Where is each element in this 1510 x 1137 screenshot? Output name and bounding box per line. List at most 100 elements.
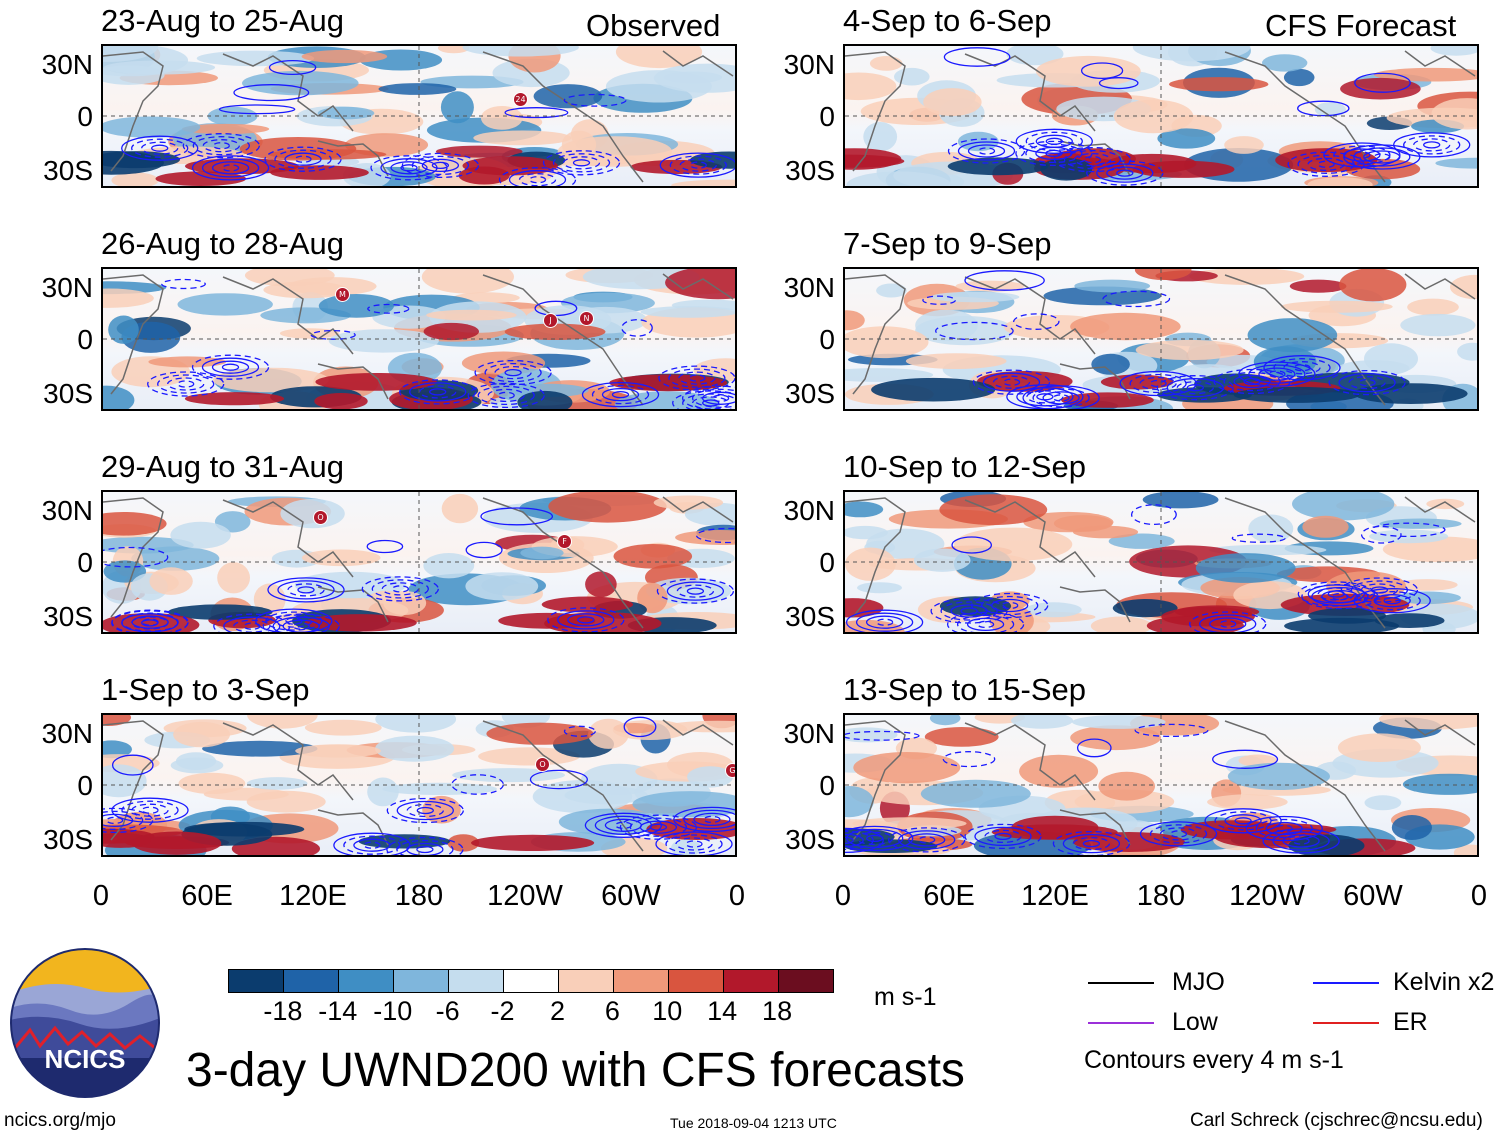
colorbar-swatch bbox=[394, 970, 449, 992]
legend-line-kelvin bbox=[1313, 982, 1379, 984]
latitude-label: 0 bbox=[819, 324, 835, 355]
forecast-panel-title: 13-Sep to 15-Sep bbox=[843, 672, 1087, 707]
latitude-label: 0 bbox=[77, 324, 93, 355]
latitude-label: 30N bbox=[783, 495, 835, 526]
colorbar-swatch bbox=[284, 970, 339, 992]
legend-line-mjo bbox=[1088, 982, 1154, 984]
storm-marker: O bbox=[313, 510, 328, 525]
colorbar-tick: 14 bbox=[707, 996, 738, 1026]
longitude-label: 180 bbox=[394, 880, 444, 912]
longitude-label: 60W bbox=[601, 880, 661, 912]
kelvin-contours bbox=[922, 270, 1406, 409]
latitude-label: 0 bbox=[819, 770, 835, 801]
colorbar-units: m s-1 bbox=[874, 983, 937, 1011]
colorbar-swatch bbox=[339, 970, 394, 992]
longitude-label: 60E bbox=[181, 880, 233, 912]
kelvin-contours bbox=[103, 716, 735, 855]
colorbar-swatch bbox=[449, 970, 504, 992]
latitude-label: 30N bbox=[41, 495, 93, 526]
observed-map-panel: J M N bbox=[101, 267, 737, 411]
observed-label: Observed bbox=[586, 8, 721, 43]
storm-marker: G bbox=[725, 763, 735, 778]
footer-timestamp: Tue 2018-09-04 1213 UTC bbox=[670, 1115, 837, 1131]
latitude-label: 0 bbox=[819, 101, 835, 132]
longitude-label: 120W bbox=[1229, 880, 1305, 912]
latitude-label: 30S bbox=[43, 155, 93, 186]
legend-line-er bbox=[1313, 1022, 1379, 1024]
colorbar-swatch bbox=[504, 970, 559, 992]
legend-label-kelvin: Kelvin x2 bbox=[1393, 968, 1495, 996]
coastlines bbox=[103, 273, 734, 406]
colorbar-tick: 10 bbox=[652, 996, 683, 1026]
storm-marker: 24 bbox=[513, 92, 528, 107]
longitude-label: 0 bbox=[92, 880, 110, 912]
wind-anomaly-shading bbox=[845, 492, 1477, 632]
colorbar-tick: -14 bbox=[318, 996, 358, 1026]
colorbar-swatch bbox=[779, 970, 833, 992]
colorbar-swatch bbox=[669, 970, 724, 992]
legend-label-mjo: MJO bbox=[1172, 968, 1225, 996]
colorbar-swatch bbox=[724, 970, 779, 992]
footer-url: ncics.org/mjo bbox=[4, 1110, 116, 1131]
storm-marker: F bbox=[557, 534, 572, 549]
latitude-label: 30S bbox=[43, 824, 93, 855]
legend-line-low bbox=[1088, 1022, 1154, 1024]
observed-map-panel: 24 bbox=[101, 44, 737, 188]
latitude-label: 30N bbox=[783, 49, 835, 80]
forecast-label: CFS Forecast bbox=[1265, 8, 1457, 43]
colorbar-swatch bbox=[229, 970, 284, 992]
storm-marker: O bbox=[535, 757, 550, 772]
legend-label-er: ER bbox=[1393, 1008, 1428, 1036]
kelvin-contours bbox=[147, 278, 735, 409]
storm-marker: N bbox=[579, 311, 594, 326]
latitude-label: 0 bbox=[77, 101, 93, 132]
storm-marker: M bbox=[335, 287, 350, 302]
longitude-label: 0 bbox=[834, 880, 852, 912]
contour-note: Contours every 4 m s-1 bbox=[1084, 1046, 1344, 1074]
colorbar-swatch bbox=[614, 970, 669, 992]
colorbar-tick: -10 bbox=[373, 996, 413, 1026]
longitude-label: 0 bbox=[728, 880, 746, 912]
longitude-label: 0 bbox=[1470, 880, 1488, 912]
colorbar-tick: 2 bbox=[549, 996, 565, 1026]
longitude-label: 60E bbox=[923, 880, 975, 912]
kelvin-contours bbox=[943, 47, 1471, 186]
colorbar-tick: -6 bbox=[435, 996, 460, 1026]
colorbar-tick: -2 bbox=[490, 996, 515, 1026]
figure-title: 3-day UWND200 with CFS forecasts bbox=[186, 1044, 965, 1097]
latitude-label: 30S bbox=[785, 601, 835, 632]
legend-label-low: Low bbox=[1172, 1008, 1218, 1036]
latitude-label: 30N bbox=[41, 49, 93, 80]
footer-author: Carl Schreck (cjschrec@ncsu.edu) bbox=[1190, 1110, 1483, 1131]
longitude-label: 180 bbox=[1136, 880, 1186, 912]
logo-text: NCICS bbox=[45, 1044, 126, 1074]
latitude-label: 30S bbox=[785, 155, 835, 186]
latitude-label: 30N bbox=[41, 718, 93, 749]
forecast-map-panel bbox=[843, 490, 1479, 634]
coastlines bbox=[103, 50, 734, 183]
forecast-map-panel bbox=[843, 267, 1479, 411]
forecast-panel-title: 10-Sep to 12-Sep bbox=[843, 449, 1087, 484]
longitude-label: 120E bbox=[279, 880, 347, 912]
colorbar-tick: 18 bbox=[762, 996, 793, 1026]
latitude-label: 0 bbox=[819, 547, 835, 578]
latitude-label: 30N bbox=[783, 272, 835, 303]
coastlines bbox=[845, 50, 1476, 183]
longitude-label: 60W bbox=[1343, 880, 1403, 912]
coastlines bbox=[845, 273, 1476, 406]
observed-panel-title: 29-Aug to 31-Aug bbox=[101, 449, 345, 484]
forecast-panel-title: 4-Sep to 6-Sep bbox=[843, 3, 1052, 38]
latitude-label: 30S bbox=[785, 378, 835, 409]
latitude-label: 30S bbox=[43, 601, 93, 632]
latitude-label: 30S bbox=[785, 824, 835, 855]
kelvin-contours bbox=[845, 723, 1340, 855]
latitude-label: 30S bbox=[43, 378, 93, 409]
observed-panel-title: 26-Aug to 28-Aug bbox=[101, 226, 345, 261]
ncics-logo: NCICS bbox=[10, 948, 160, 1098]
observed-panel-title: 1-Sep to 3-Sep bbox=[101, 672, 310, 707]
forecast-map-panel bbox=[843, 713, 1479, 857]
latitude-label: 0 bbox=[77, 770, 93, 801]
coastlines bbox=[845, 496, 1476, 629]
